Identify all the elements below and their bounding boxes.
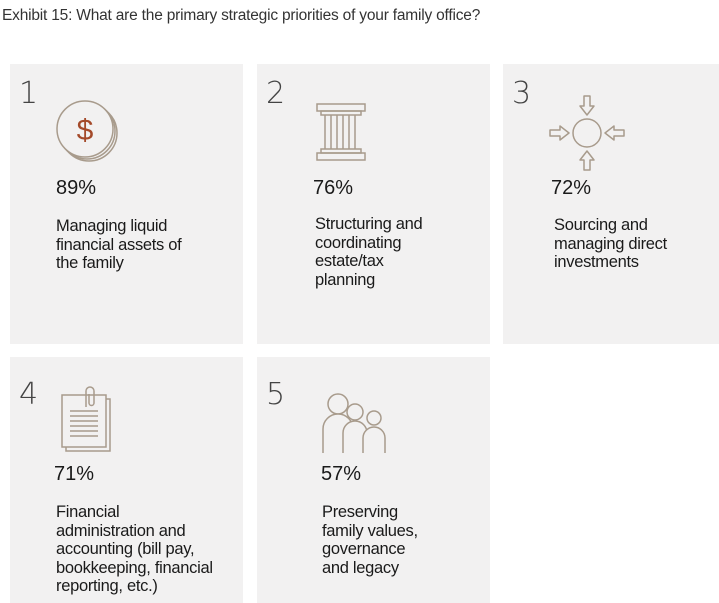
description-line: Sourcing and [554, 216, 648, 234]
priority-card-4: 4 71% Financial administration and accou… [10, 357, 243, 603]
priority-description: Structuring and coordinating estate/tax … [315, 215, 423, 289]
clipboard-document-icon [61, 386, 111, 452]
priority-percent: 76% [313, 177, 354, 199]
description-line: and legacy [322, 558, 399, 577]
description-line: Financial [56, 503, 120, 521]
family-people-icon [322, 393, 386, 453]
description-line: investments [554, 253, 639, 271]
description-line: managing direct [554, 234, 667, 253]
priority-card-2: 2 76% Structuring and coordinating estat… [257, 64, 490, 344]
priority-percent: 89% [56, 177, 97, 199]
priority-percent: 57% [321, 463, 362, 485]
pillar-icon [316, 103, 366, 161]
coins-dollar-icon: $ [56, 100, 118, 162]
priority-description: Preserving family values, governance and… [322, 503, 418, 577]
priority-percent: 72% [551, 177, 592, 199]
priority-description: Sourcing and managing direct investments [554, 216, 667, 272]
rank-number: 3 [512, 76, 532, 111]
priority-card-3: 3 72% Sourcing and managing direct inves… [503, 64, 719, 344]
rank-number: 1 [19, 76, 39, 111]
description-line: bookkeeping, financial [56, 558, 213, 577]
rank-number: 2 [266, 76, 286, 111]
description-line: Managing liquid [56, 217, 168, 235]
priority-percent: 71% [54, 463, 95, 485]
priority-description: Financial administration and accounting … [56, 503, 213, 596]
description-line: the family [56, 254, 124, 272]
description-line: Preserving [322, 503, 398, 521]
description-line: estate/tax [315, 252, 384, 270]
rank-number: 5 [266, 377, 286, 412]
rank-number: 4 [19, 377, 39, 412]
priority-card-1: 1 $ 89% Managing liquid financial assets… [10, 64, 243, 344]
description-line: financial assets of [56, 235, 182, 254]
description-line: coordinating [315, 233, 402, 252]
description-line: Structuring and [315, 215, 423, 233]
priority-description: Managing liquid financial assets of the … [56, 217, 182, 273]
description-line: family values, [322, 521, 418, 540]
svg-text:$: $ [77, 114, 94, 147]
priority-card-5: 5 57% Preserving family values, governan… [257, 357, 490, 603]
description-line: governance [322, 540, 406, 558]
description-line: accounting (bill pay, [56, 540, 195, 558]
description-line: administration and [56, 521, 186, 540]
converging-arrows-icon [549, 95, 625, 171]
description-line: reporting, etc.) [56, 577, 158, 595]
exhibit-title: Exhibit 15: What are the primary strateg… [2, 7, 481, 24]
description-line: planning [315, 270, 375, 289]
